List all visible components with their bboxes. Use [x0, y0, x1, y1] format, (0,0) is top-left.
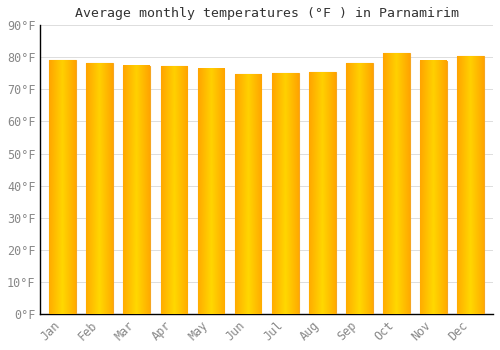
- Bar: [458, 56, 484, 314]
- Bar: [346, 63, 373, 314]
- Title: Average monthly temperatures (°F ) in Parnamirim: Average monthly temperatures (°F ) in Pa…: [74, 7, 458, 20]
- Bar: [124, 66, 150, 314]
- Bar: [86, 63, 113, 314]
- Bar: [420, 61, 447, 314]
- Bar: [198, 69, 224, 314]
- Bar: [235, 74, 262, 314]
- Bar: [309, 72, 336, 314]
- Bar: [272, 73, 298, 314]
- Bar: [160, 66, 188, 314]
- Bar: [383, 53, 410, 314]
- Bar: [49, 60, 76, 314]
